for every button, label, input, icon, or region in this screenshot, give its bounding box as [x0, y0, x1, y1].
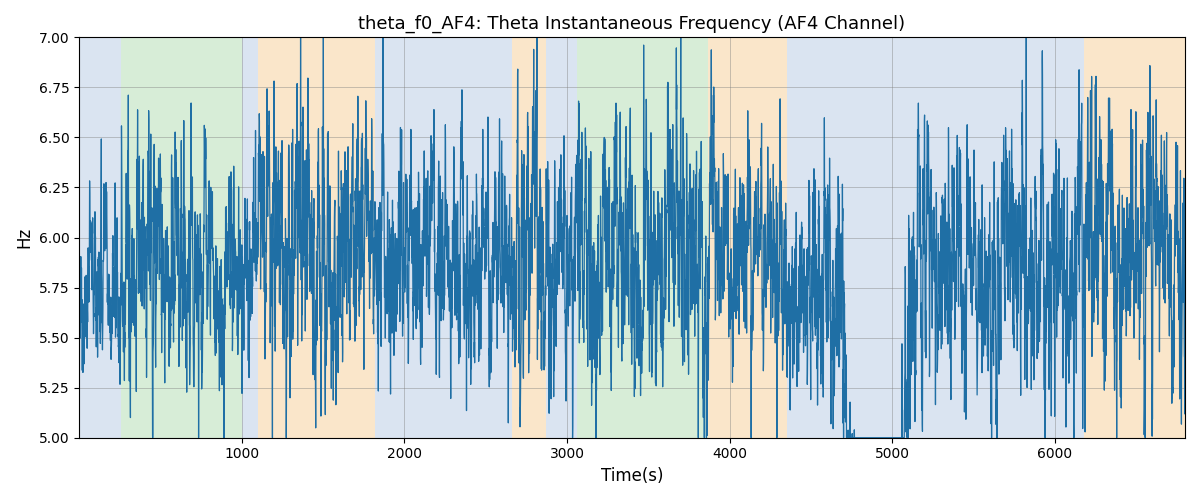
X-axis label: Time(s): Time(s) [601, 467, 664, 485]
Bar [1084, 38, 1184, 438]
Bar [121, 38, 241, 438]
Title: theta_f0_AF4: Theta Instantaneous Frequency (AF4 Channel): theta_f0_AF4: Theta Instantaneous Freque… [359, 15, 906, 34]
Bar [708, 38, 786, 438]
Bar [241, 38, 258, 438]
Bar [786, 38, 1084, 438]
Y-axis label: Hz: Hz [14, 227, 32, 248]
Bar [376, 38, 511, 438]
Bar [79, 38, 121, 438]
Bar [546, 38, 577, 438]
Bar [577, 38, 708, 438]
Bar [258, 38, 376, 438]
Bar [511, 38, 546, 438]
